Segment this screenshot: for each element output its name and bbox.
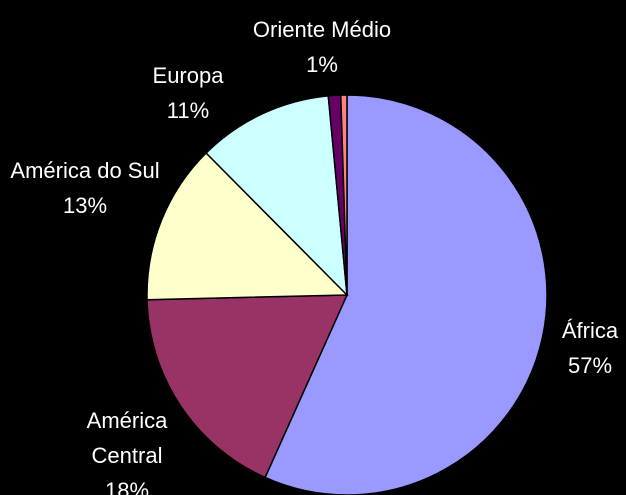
- pie-slice: [339, 94, 348, 296]
- pie-slice: [146, 151, 349, 301]
- category-label: Oriente Médio: [252, 17, 392, 42]
- slice-label: América Central 18%: [52, 403, 202, 495]
- slice-label: África 57%: [545, 313, 626, 383]
- value-label: 11%: [166, 98, 210, 123]
- value-label: 57%: [567, 353, 613, 378]
- category-label: África: [561, 318, 619, 343]
- category-label: América Central: [86, 408, 168, 468]
- slice-label: Europa 11%: [128, 58, 248, 128]
- value-label: 13%: [62, 193, 108, 218]
- pie-slice: [146, 294, 349, 479]
- slice-label: Oriente Médio 1%: [222, 12, 422, 82]
- category-label: Europa: [152, 63, 224, 88]
- pie-slice: [205, 95, 348, 298]
- value-label: 18%: [104, 478, 150, 495]
- pie-slice: [264, 94, 548, 495]
- value-label: 1%: [306, 52, 338, 77]
- slice-label: América do Sul 13%: [5, 153, 165, 223]
- category-label: América do Sul: [10, 158, 160, 183]
